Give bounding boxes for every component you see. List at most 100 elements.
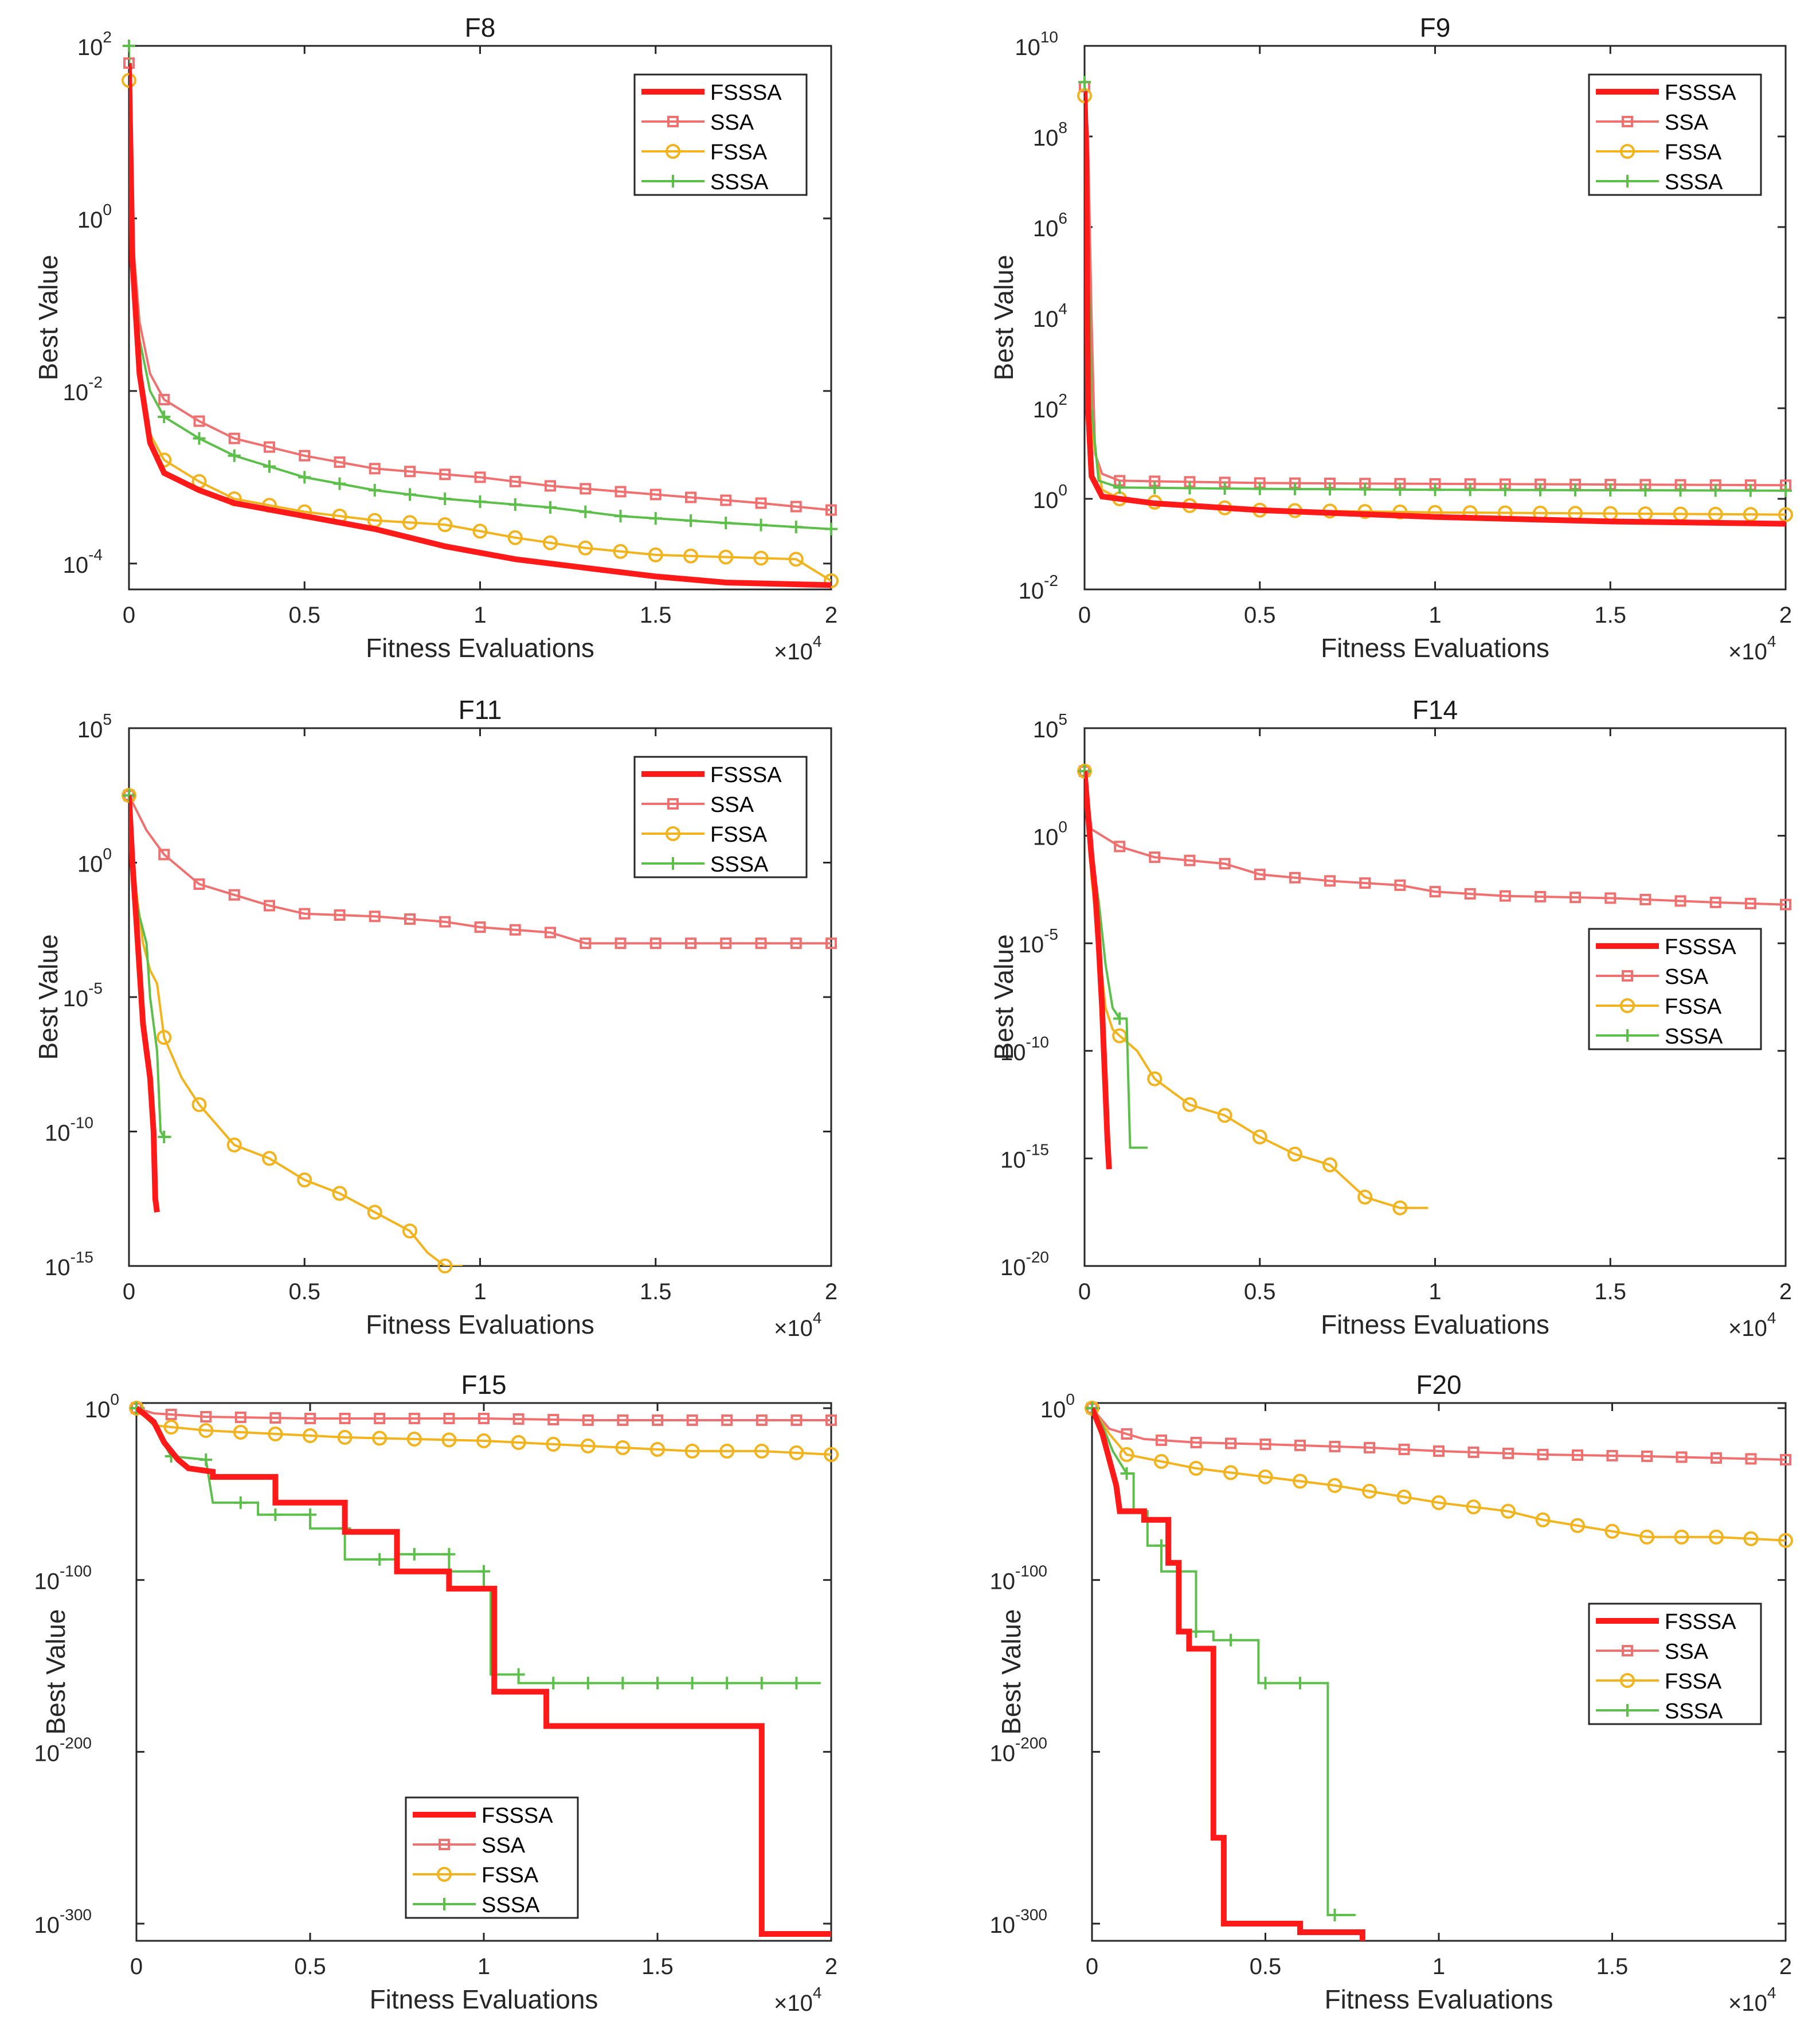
data-point-ssa [1254,869,1266,881]
data-point-fssa [1362,1483,1377,1499]
x-tick-label: 1 [473,603,486,628]
chart-title: F8 [465,13,496,42]
x-tick-label: 0 [130,1954,143,1979]
data-point-fssa [1327,1478,1343,1493]
legend-marker [1620,1673,1635,1688]
data-point-ssa [1606,1449,1618,1461]
data-point-sssa [547,1677,560,1690]
data-point-fssa [472,523,488,539]
data-point-fssa [303,1428,318,1443]
x-tick-label: 0.5 [288,603,320,628]
y-tick-label: 102 [77,28,112,60]
data-point-sssa [373,1553,386,1566]
y-tick-label: 100 [1033,818,1067,850]
data-point-ssa [790,937,802,949]
data-point-fssa [1252,1129,1267,1144]
series-line-ssa [136,1407,831,1421]
data-point-ssa [545,480,556,492]
x-axis-multiplier: ×104 [1728,1309,1776,1341]
data-point-fssa [1112,1028,1128,1044]
x-axis-multiplier: ×104 [774,1309,821,1341]
data-point-sssa [651,1677,664,1690]
y-tick-label: 100 [1040,1390,1075,1423]
data-point-sssa [1288,482,1301,495]
x-axis-label: Fitness Evaluations [370,1984,598,2014]
data-point-ssa [615,486,627,498]
data-point-sssa [1604,483,1617,497]
data-point-sssa [686,1677,699,1690]
data-point-sssa [368,483,381,497]
data-point-fssa [1182,1097,1197,1112]
data-point-ssa [685,937,696,949]
data-point-ssa [264,441,275,453]
x-axis-multiplier: ×104 [774,632,821,665]
x-tick-label: 2 [1779,1954,1792,1979]
legend-label: SSSA [1665,170,1723,194]
y-tick-label: 10-15 [1000,1140,1049,1173]
legend-label: FSSA [710,140,768,165]
data-point-sssa [825,522,837,536]
legend-label: FSSA [1665,1670,1722,1694]
data-point-fssa [824,1447,839,1462]
data-point-ssa [686,1414,698,1426]
data-point-ssa [512,1413,525,1425]
data-point-sssa [158,1130,171,1143]
y-axis-label: Best Value [41,1609,71,1734]
x-tick-label: 2 [1779,603,1792,628]
data-point-sssa [443,1547,456,1561]
data-point-ssa [228,889,240,901]
data-point-ssa [790,1414,803,1426]
data-point-fssa [789,1445,804,1460]
x-axis-label: Fitness Evaluations [366,633,594,663]
series-line-ssa [1085,771,1786,906]
legend: FSSSA SSA FSSA SSSA [405,1796,579,1919]
data-point-ssa [408,1412,420,1424]
data-point-fssa [507,530,523,545]
y-tick-label: 10-5 [1019,925,1058,958]
x-tick-label: 0.5 [294,1954,326,1979]
data-point-fssa [1535,1512,1551,1527]
data-point-ssa [439,916,451,928]
y-axis-label: Best Value [33,934,63,1060]
x-tick-label: 1.5 [640,1279,672,1304]
legend: FSSSA SSA FSSA SSSA [633,756,808,878]
data-point-sssa [614,510,627,523]
x-axis-label: Fitness Evaluations [1321,633,1549,663]
data-point-fssa [402,1224,417,1239]
legend-label: SSA [710,111,754,135]
data-point-sssa [1078,76,1091,89]
x-tick-label: 0 [1078,1279,1091,1304]
data-point-sssa [158,411,171,424]
data-point-ssa [825,937,837,949]
data-point-ssa [615,937,627,949]
y-tick-label: 106 [1033,209,1067,241]
data-point-fssa [191,1097,207,1112]
legend-label: SSSA [482,1893,540,1917]
y-tick-label: 10-200 [989,1734,1047,1766]
data-point-ssa [374,1412,386,1424]
data-point-ssa [234,1411,246,1423]
data-point-fssa [1396,1489,1412,1504]
data-point-ssa [1780,1453,1791,1466]
data-point-sssa [1779,484,1792,497]
x-tick-label: 1.5 [640,603,672,628]
legend-label: SSA [710,793,754,817]
data-point-sssa [508,498,522,511]
data-point-sssa [1113,481,1126,494]
y-tick-label: 104 [1033,300,1067,332]
data-point-fssa [578,540,593,556]
data-point-ssa [193,878,205,890]
data-point-fssa [156,1030,172,1045]
data-point-fssa [1322,1157,1338,1173]
data-point-fssa [1778,1533,1793,1548]
data-point-ssa [1294,1439,1306,1451]
data-point-ssa [1709,896,1721,908]
chart-title: F14 [1412,695,1458,725]
data-point-ssa [299,450,311,462]
data-point-ssa [1219,858,1231,870]
x-tick-label: 1.5 [1596,1954,1629,1979]
series-line-fsssa [1092,1407,1365,1941]
data-point-sssa [1113,1012,1126,1025]
legend-label: SSSA [1665,1025,1723,1049]
